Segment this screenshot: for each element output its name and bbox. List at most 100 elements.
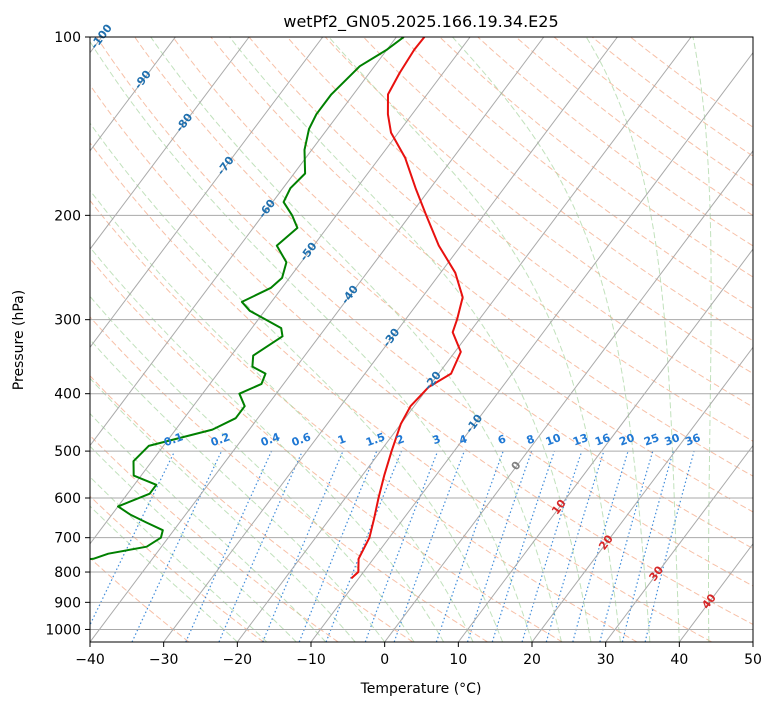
dry-adiabat — [90, 557, 190, 642]
mixing-ratio-line — [466, 450, 533, 642]
isotherm — [90, 37, 471, 545]
dry-adiabat — [210, 37, 753, 477]
isotherm — [752, 641, 753, 642]
isotherm-label: -70 — [214, 154, 237, 178]
dry-adiabat — [401, 37, 753, 310]
mixing-ratio-line — [364, 450, 439, 642]
moist-adiabat — [90, 189, 474, 642]
mixing-ratio-line — [325, 450, 403, 642]
tick-layer: −40 −30 −20 −10 0 10 20 30 40 5010020030040050060… — [45, 30, 762, 668]
mixing-ratio-label: 30 — [663, 431, 682, 449]
y-tick-label: 100 — [54, 30, 81, 46]
isotherm — [236, 37, 692, 642]
isotherm — [678, 542, 753, 642]
x-tick-label: 20 — [523, 652, 541, 668]
isotherm — [90, 37, 324, 349]
x-tick-label: 30 — [597, 652, 615, 668]
mixing-ratio-label: 0.4 — [259, 430, 282, 449]
x-tick-label: −30 — [149, 652, 179, 668]
x-tick-label: 50 — [744, 652, 762, 668]
mixing-ratio-label: 0.6 — [290, 430, 313, 449]
mixing-ratio-label: 0.1 — [162, 430, 185, 449]
dry-adiabat — [90, 375, 414, 642]
y-tick-label: 300 — [54, 313, 81, 329]
mixing-ratio-line — [185, 450, 273, 642]
x-tick-label: 10 — [449, 652, 467, 668]
isotherm — [605, 444, 753, 642]
y-tick-label: 800 — [54, 565, 81, 581]
moist-adiabat — [692, 37, 712, 642]
x-axis-label: Temperature (°C) — [360, 681, 482, 697]
isotherm — [531, 346, 753, 642]
plot-frame — [89, 36, 754, 643]
mixing-ratio-line — [545, 450, 605, 642]
isotherm-label: -30 — [380, 326, 403, 350]
dry-adiabat — [90, 316, 488, 642]
isotherm — [90, 37, 250, 250]
mixing-ratio-line — [90, 450, 176, 627]
isotherm — [163, 37, 618, 642]
mixing-ratio-line — [298, 450, 378, 642]
isotherm-label: -40 — [339, 283, 362, 307]
y-tick-label: 900 — [54, 595, 81, 611]
mixing-ratio-line — [644, 450, 695, 642]
mixing-ratio-label: 4 — [457, 432, 469, 447]
isotherm — [90, 37, 176, 152]
y-tick-label: 200 — [54, 208, 81, 224]
moist-adiabat — [328, 37, 621, 642]
isotherm-label: -90 — [132, 68, 155, 92]
dry-adiabat — [96, 37, 753, 587]
moist-adiabat — [90, 505, 238, 642]
isotherm — [90, 37, 397, 447]
mixing-ratio-label: 10 — [544, 431, 563, 449]
temperature-profile — [350, 37, 464, 580]
isotherm-label: 0 — [509, 459, 524, 473]
dry-adiabat — [90, 257, 563, 642]
y-tick-label: 1000 — [45, 622, 81, 638]
chart-title: wetPf2_GN05.2025.166.19.34.E25 — [283, 12, 558, 32]
x-tick-label: 40 — [670, 652, 688, 668]
isotherm — [310, 51, 753, 642]
moist-adiabat — [90, 412, 327, 642]
y-tick-label: 600 — [54, 491, 81, 507]
moist-adiabat — [90, 338, 386, 642]
x-tick-label: −40 — [75, 652, 105, 668]
mixing-ratio-label: 8 — [525, 432, 537, 447]
mixing-ratio-label: 36 — [683, 431, 702, 449]
isotherm-label: -60 — [256, 197, 279, 221]
label-layer: -100-90-80-70-60-50-40-30-20-10010203040… — [88, 22, 719, 612]
mixing-ratio-line — [572, 450, 629, 642]
y-axis-label: Pressure (hPa) — [11, 290, 27, 390]
mixing-ratio-label: 2 — [394, 432, 406, 447]
mixing-ratio-line — [491, 450, 555, 642]
moist-adiabat — [90, 445, 297, 642]
moist-adiabat — [585, 37, 680, 642]
grid-layer — [90, 37, 753, 642]
mixing-ratio-line — [521, 450, 583, 642]
mixing-ratio-label: 20 — [618, 431, 637, 449]
mixing-ratio-label: 13 — [571, 431, 590, 448]
mixing-ratio-line — [218, 450, 303, 642]
x-tick-label: 0 — [380, 652, 389, 668]
dry-adiabat — [363, 37, 753, 342]
mixing-ratio-line — [262, 450, 344, 642]
mixing-ratio-label: 3 — [431, 432, 443, 447]
isotherm — [457, 248, 753, 642]
x-tick-label: −20 — [223, 652, 253, 668]
mixing-ratio-label: 16 — [593, 431, 612, 449]
y-tick-label: 400 — [54, 387, 81, 403]
dry-adiabat — [90, 142, 712, 642]
dry-adiabat — [477, 37, 753, 247]
mixing-ratio-label: 1 — [336, 432, 348, 447]
mixing-ratio-line — [435, 450, 504, 642]
dry-adiabat — [553, 37, 753, 187]
y-tick-label: 700 — [54, 531, 81, 547]
moist-adiabat — [150, 37, 562, 642]
isotherm-label: -80 — [173, 111, 196, 135]
dry-adiabat — [134, 37, 753, 550]
dry-adiabat — [286, 37, 753, 408]
dry-adiabat — [90, 199, 638, 642]
series-layer — [90, 37, 464, 580]
isotherm-label: -10 — [463, 412, 486, 436]
isotherm-label: 40 — [699, 591, 719, 611]
